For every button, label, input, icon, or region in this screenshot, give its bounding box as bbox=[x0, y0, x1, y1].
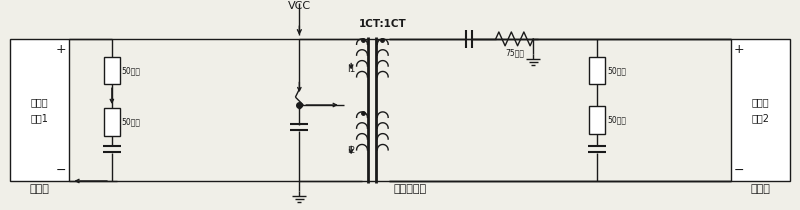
Text: 隔离变压器: 隔离变压器 bbox=[394, 184, 426, 194]
Bar bbox=[590, 57, 606, 84]
Text: +: + bbox=[734, 43, 744, 56]
Text: 发送端: 发送端 bbox=[30, 184, 50, 194]
Bar bbox=[10, 39, 70, 181]
Text: 50欧姆: 50欧姆 bbox=[122, 117, 141, 126]
Text: 75欧姆: 75欧姆 bbox=[505, 49, 524, 58]
Text: VCC: VCC bbox=[288, 1, 311, 11]
Text: I2: I2 bbox=[347, 146, 355, 155]
Bar bbox=[590, 106, 606, 134]
Text: 物理层: 物理层 bbox=[751, 97, 769, 107]
Text: 50欧姆: 50欧姆 bbox=[607, 66, 626, 75]
Text: −: − bbox=[734, 164, 744, 177]
Bar bbox=[730, 39, 790, 181]
Text: 接收端: 接收端 bbox=[750, 184, 770, 194]
Bar bbox=[104, 57, 120, 84]
Text: 芯片1: 芯片1 bbox=[31, 113, 49, 123]
Text: 50欧姆: 50欧姆 bbox=[607, 115, 626, 124]
Bar bbox=[104, 108, 120, 136]
Text: 芯片2: 芯片2 bbox=[751, 113, 769, 123]
Text: −: − bbox=[56, 164, 66, 177]
Text: +: + bbox=[56, 43, 66, 56]
Text: 1CT:1CT: 1CT:1CT bbox=[358, 19, 406, 29]
Text: 物理层: 物理层 bbox=[31, 97, 49, 107]
Text: 50欧姆: 50欧姆 bbox=[122, 66, 141, 75]
Text: I1: I1 bbox=[347, 65, 355, 74]
